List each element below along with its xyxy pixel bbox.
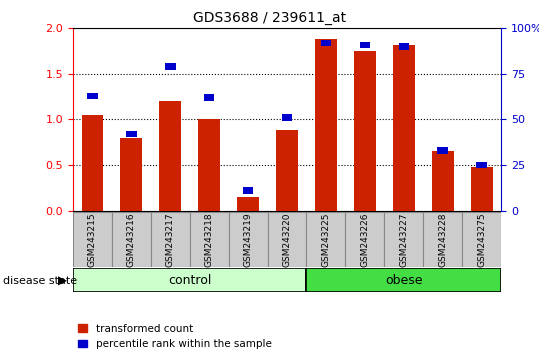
- FancyBboxPatch shape: [73, 268, 307, 292]
- Bar: [198, 120, 220, 211]
- FancyBboxPatch shape: [267, 212, 307, 267]
- FancyBboxPatch shape: [151, 212, 190, 267]
- Text: GSM243219: GSM243219: [244, 212, 253, 267]
- Bar: [204, 95, 215, 101]
- Bar: [165, 63, 176, 70]
- FancyBboxPatch shape: [112, 212, 151, 267]
- Bar: [476, 162, 487, 168]
- Text: GSM243226: GSM243226: [361, 213, 369, 267]
- Bar: [160, 101, 181, 211]
- FancyBboxPatch shape: [345, 212, 384, 267]
- FancyBboxPatch shape: [73, 212, 112, 267]
- Bar: [360, 41, 370, 48]
- Text: GSM243275: GSM243275: [478, 212, 486, 267]
- Bar: [432, 152, 453, 211]
- Text: GSM243227: GSM243227: [399, 213, 409, 267]
- Bar: [81, 115, 103, 211]
- Text: GSM243220: GSM243220: [282, 213, 292, 267]
- Text: ▶: ▶: [58, 275, 67, 288]
- Text: obese: obese: [385, 274, 423, 286]
- Legend: transformed count, percentile rank within the sample: transformed count, percentile rank withi…: [78, 324, 272, 349]
- Bar: [471, 167, 493, 211]
- Bar: [87, 93, 98, 99]
- Text: GSM243228: GSM243228: [438, 213, 447, 267]
- Text: control: control: [168, 274, 211, 286]
- Bar: [398, 43, 409, 50]
- Text: disease state: disease state: [3, 276, 77, 286]
- Text: GSM243225: GSM243225: [321, 213, 330, 267]
- FancyBboxPatch shape: [462, 212, 501, 267]
- Bar: [393, 45, 414, 211]
- Bar: [282, 114, 292, 121]
- Bar: [126, 131, 136, 137]
- Bar: [277, 130, 298, 211]
- FancyBboxPatch shape: [190, 212, 229, 267]
- FancyBboxPatch shape: [307, 212, 345, 267]
- Bar: [438, 147, 448, 154]
- FancyBboxPatch shape: [229, 212, 267, 267]
- FancyBboxPatch shape: [423, 212, 462, 267]
- Text: GSM243216: GSM243216: [127, 212, 136, 267]
- Bar: [121, 138, 142, 211]
- Bar: [354, 51, 376, 211]
- FancyBboxPatch shape: [384, 212, 423, 267]
- Bar: [315, 39, 337, 211]
- FancyBboxPatch shape: [307, 268, 501, 292]
- Bar: [321, 40, 331, 46]
- Bar: [243, 187, 253, 194]
- Text: GSM243217: GSM243217: [165, 212, 175, 267]
- Text: GSM243215: GSM243215: [88, 212, 96, 267]
- Bar: [237, 197, 259, 211]
- Text: GSM243218: GSM243218: [205, 212, 213, 267]
- Text: GDS3688 / 239611_at: GDS3688 / 239611_at: [193, 11, 346, 25]
